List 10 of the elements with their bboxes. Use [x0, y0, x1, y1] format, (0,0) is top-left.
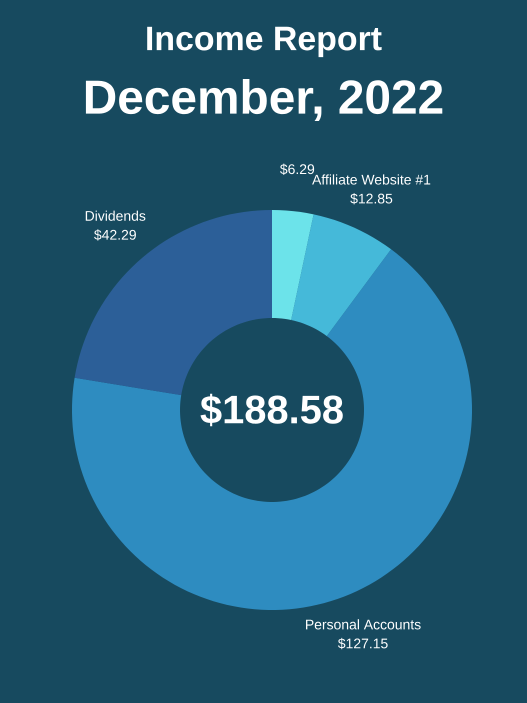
slice-label: Affiliate Website #1 [312, 174, 430, 185]
chart-title: Income Report [147, 26, 382, 58]
data-label: $127.15 [338, 638, 388, 650]
chart-subtitle: December, 2022 [86, 78, 442, 122]
text: $188.58 [200, 394, 343, 426]
data-label: $6.29 [280, 164, 314, 175]
data-label: $42.29 [94, 229, 136, 241]
slice-label: Dividends [86, 210, 146, 221]
data-label: $12.85 [350, 193, 392, 204]
slice-label: Personal Accounts [306, 619, 421, 630]
